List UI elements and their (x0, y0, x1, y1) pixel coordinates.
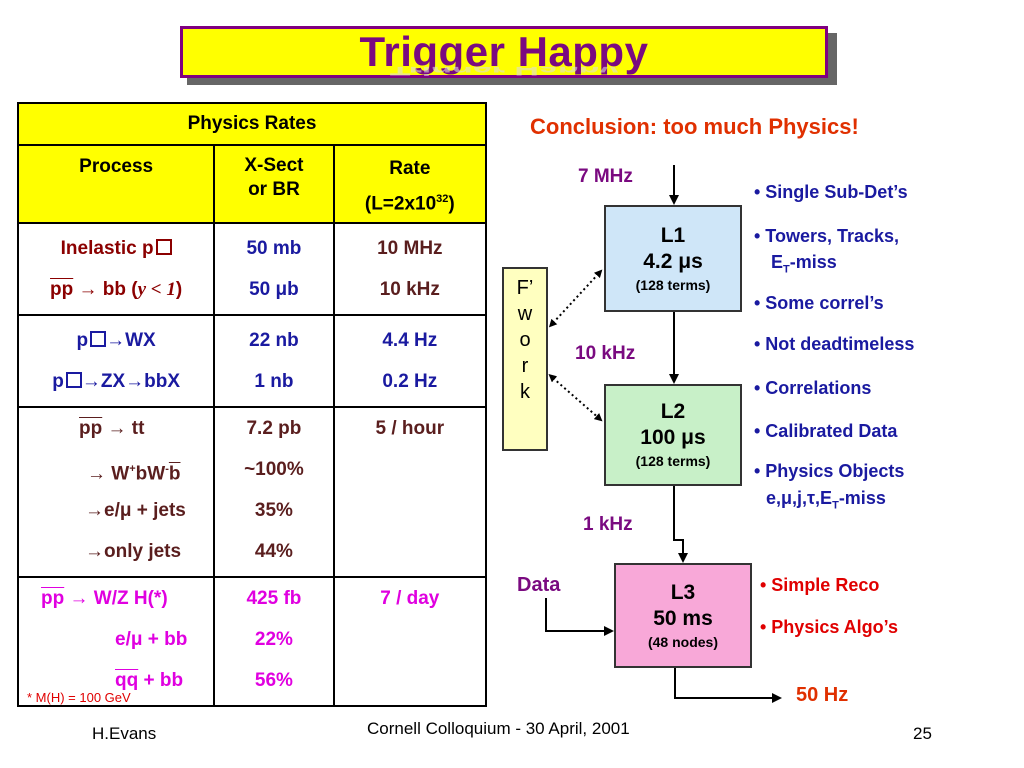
col-xsect: X-Sect or BR (213, 144, 335, 224)
bullet: • Not deadtimeless (754, 334, 915, 354)
dotted-arrow-fwork-l1 (548, 269, 603, 328)
xsect-cell: 22 nb 1 nb (213, 314, 335, 408)
bullet: • Single Sub-Det’s (754, 182, 908, 202)
bullet: • Some correl’s (754, 293, 884, 313)
page-number: 25 (913, 724, 932, 743)
output-rate-label: 50 Hz (796, 684, 849, 706)
rate-cell: 5 / hour (332, 406, 488, 578)
conclusion-text: Conclusion: too much Physics! (530, 114, 859, 139)
process-cell: Inelastic p pp → bb (y < 1) (16, 222, 216, 316)
rate-cell: 4.4 Hz 0.2 Hz (332, 314, 488, 408)
l2-l3-rate-label: 1 kHz (583, 514, 633, 535)
arrow-l2-l3 (673, 486, 688, 563)
l1-box: L1 4.2 μs (128 terms) (604, 205, 742, 312)
xsect-cell: 7.2 pb ~100% 35% 44% (213, 406, 335, 578)
l1-l2-rate-label: 10 kHz (575, 343, 636, 364)
bullet: ET-miss (771, 252, 837, 276)
bullet: • Simple Reco (760, 575, 880, 595)
arrow-l3-out (674, 668, 782, 703)
rate-cell: 7 / day (332, 576, 488, 707)
col-rate: Rate (L=2x1032) (332, 144, 488, 224)
xsect-cell: 50 mb 50 μb (213, 222, 335, 316)
framework-box: F’ w o r k (502, 267, 548, 451)
process-cell: pp → tt → W+bW-b →e/μ + jets →only jets (16, 406, 216, 578)
title-box: Trigger Happy (180, 26, 828, 78)
table-row: pp → tt → W+bW-b →e/μ + jets →only jets … (16, 406, 488, 578)
slide-title: Trigger Happy (359, 28, 649, 75)
footnote: * M(H) = 100 GeV (27, 690, 131, 705)
rate-cell: 10 MHz 10 kHz (332, 222, 488, 316)
arrow-data-l3 (545, 598, 614, 636)
data-label: Data (517, 574, 561, 596)
bullet: e,μ,j,τ,ET-miss (766, 488, 886, 512)
bullet: • Physics Algo’s (760, 617, 899, 637)
footer-venue: Cornell Colloquium - 30 April, 2001 (367, 719, 630, 738)
table-row: Inelastic p pp → bb (y < 1) 50 mb 50 μb 1… (16, 222, 488, 316)
process-cell: pp → W/Z H(*) e/μ + bb qq + bb (16, 576, 216, 707)
process-cell: p →WX p →ZX→bbX (16, 314, 216, 408)
l3-box: L3 50 ms (48 nodes) (614, 563, 752, 668)
physics-rates-table: Physics Rates Process X-Sect or BR Rate (L… (16, 102, 488, 707)
xsect-cell: 425 fb 22% 56% (213, 576, 335, 707)
bullet: • Calibrated Data (754, 421, 898, 441)
bullet: • Towers, Tracks, (754, 226, 900, 246)
table-row: pp → W/Z H(*) e/μ + bb qq + bb 425 fb 22%… (16, 576, 488, 707)
dotted-arrow-fwork-l2 (548, 374, 603, 422)
input-rate-label: 7 MHz (578, 166, 633, 187)
l2-box: L2 100 μs (128 terms) (604, 384, 742, 486)
table-heading: Physics Rates (17, 102, 487, 146)
col-process: Process (16, 144, 216, 224)
table-row: p →WX p →ZX→bbX 22 nb 1 nb 4.4 Hz 0.2 Hz (16, 314, 488, 408)
footer-author: H.Evans (92, 724, 157, 743)
bullet: • Physics Objects (754, 461, 905, 481)
bullet: • Correlations (754, 378, 872, 398)
